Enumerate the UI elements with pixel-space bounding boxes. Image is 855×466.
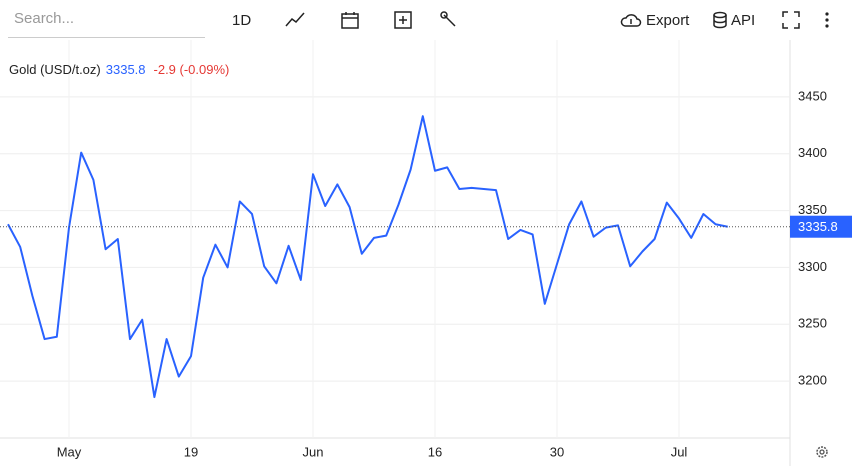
- y-tick-label: 3400: [798, 145, 827, 160]
- calendar-icon[interactable]: [340, 10, 360, 30]
- y-tick-label: 3300: [798, 259, 827, 274]
- api-button[interactable]: API: [712, 0, 755, 40]
- search-placeholder: Search...: [14, 10, 75, 27]
- add-icon[interactable]: [393, 10, 413, 30]
- tools-icon[interactable]: [439, 10, 459, 30]
- x-tick-label: 16: [428, 444, 442, 459]
- x-tick-label: Jun: [303, 444, 324, 459]
- x-tick-label: Jul: [671, 444, 688, 459]
- x-tick-label: May: [57, 444, 82, 459]
- search-box[interactable]: Search...: [8, 0, 205, 38]
- legend-name: Gold (USD/t.oz): [9, 62, 101, 77]
- chart-type-icon[interactable]: [284, 10, 306, 30]
- interval-button[interactable]: 1D: [232, 0, 251, 40]
- x-tick-label: 19: [184, 444, 198, 459]
- cloud-icon: [620, 14, 642, 27]
- export-button[interactable]: Export: [620, 0, 689, 40]
- settings-icon[interactable]: [816, 446, 828, 458]
- y-tick-label: 3250: [798, 316, 827, 331]
- legend-value: 3335.8: [106, 62, 146, 77]
- y-tick-label: 3200: [798, 373, 827, 388]
- fullscreen-icon[interactable]: [781, 10, 801, 30]
- interval-label: 1D: [232, 11, 252, 29]
- price-line: [7, 115, 729, 399]
- menu-icon[interactable]: [820, 10, 834, 30]
- legend: Gold (USD/t.oz) 3335.8 -2.9 (-0.09%): [9, 62, 229, 77]
- export-label: Export: [646, 11, 690, 29]
- api-label: API: [731, 11, 756, 29]
- y-tick-label: 3450: [798, 88, 827, 103]
- x-tick-label: 30: [550, 444, 564, 459]
- database-icon: [713, 11, 727, 29]
- last-price-box: [790, 215, 852, 238]
- legend-change: -2.9 (-0.09%): [154, 62, 230, 77]
- y-tick-label: 3350: [798, 202, 827, 217]
- last-price-label: 3335.8: [798, 219, 838, 234]
